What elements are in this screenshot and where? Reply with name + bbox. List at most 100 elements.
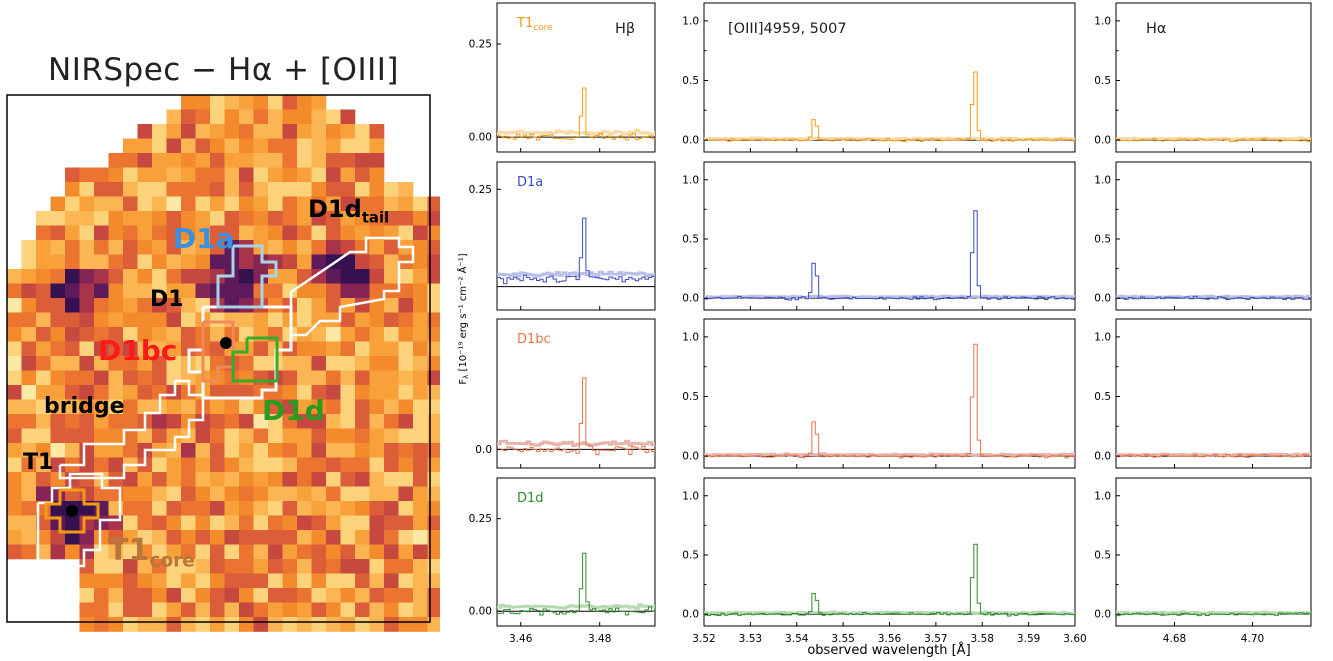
row-label-t1core: T1core — [516, 16, 553, 33]
contour-t1-white — [36, 472, 122, 568]
row-label-base: D1bc — [517, 332, 551, 347]
ytick-label: 1.0 — [682, 490, 699, 502]
faint-spectrum — [1116, 610, 1311, 615]
label-d1d-tail: D1dtail — [308, 195, 389, 226]
contour-d1a — [216, 244, 278, 309]
label-d1a-text: D1a — [173, 222, 235, 255]
label-t1-core-text: T1 — [108, 533, 149, 568]
ytick-label: 0.0 — [682, 293, 699, 305]
ytick-label: 0.5 — [1094, 233, 1111, 245]
faint-spectrum — [704, 452, 1075, 457]
ytick-label: 0.5 — [682, 75, 699, 87]
row-label-d1a: D1a — [517, 175, 543, 190]
panel-frame — [1115, 2, 1312, 153]
panel-frame — [496, 161, 656, 311]
ytick-label: 0.0 — [682, 135, 699, 147]
main-spectrum — [1116, 295, 1311, 300]
row-label-base: D1a — [517, 175, 543, 190]
ytick-label: 0.25 — [469, 513, 492, 525]
contour-d1bc-outer-white — [187, 305, 293, 400]
label-d1bc-text: D1bc — [98, 334, 177, 367]
panel-t1core-hb: 0.00 0.25 T1core Hβ — [469, 2, 656, 153]
row-label-base: T1 — [516, 16, 533, 31]
xtick-label: 3.57 — [924, 633, 947, 645]
main-spectrum — [704, 71, 1075, 143]
row-label-d1d: D1d — [517, 491, 544, 506]
panel-d1bc-ha: 0.0 0.5 1.0 — [1094, 318, 1312, 469]
ytick-label: 0.0 — [1094, 293, 1111, 305]
row-label-d1bc: D1bc — [517, 332, 551, 347]
map-title: NIRSpec − Hα + [OIII] — [48, 52, 399, 88]
panel-t1core-oiii: 0.0 0.5 1.0 [OIII]4959, 5007 — [682, 2, 1076, 153]
label-t1: T1 — [23, 450, 53, 475]
y-axis-label-sub: λ — [462, 375, 470, 379]
label-t1-core-sub: core — [149, 551, 195, 572]
ytick-label: 0.5 — [1094, 75, 1111, 87]
ytick-label: 0.0 — [1094, 135, 1111, 147]
xtick-label: 3.48 — [588, 633, 611, 645]
ytick-label: 0.5 — [682, 549, 699, 561]
ytick-label: 1.0 — [1094, 331, 1111, 343]
y-axis-label-base: F — [458, 379, 469, 385]
label-d1-text: D1 — [150, 287, 184, 312]
ytick-label: 1.0 — [1094, 15, 1111, 27]
label-d1d-tail-text: D1d — [308, 195, 362, 223]
line-label-hb: Hβ — [615, 21, 635, 37]
main-spectrum — [497, 552, 655, 616]
ytick-label: 0.5 — [682, 233, 699, 245]
map-frame — [6, 94, 431, 623]
main-spectrum — [497, 87, 655, 141]
label-t1-core: T1core — [108, 533, 195, 572]
xtick-label: 3.53 — [739, 633, 762, 645]
ytick-label: 1.0 — [682, 174, 699, 186]
xtick-label: 3.59 — [1017, 633, 1040, 645]
ytick-label: 0.0 — [475, 444, 492, 456]
label-d1d-text: D1d — [262, 394, 325, 427]
y-axis-label: Fλ [10⁻¹⁹ erg s⁻¹ cm⁻² Å⁻¹] — [456, 253, 470, 384]
main-spectrum — [704, 343, 1075, 459]
panel-frame — [703, 318, 1076, 469]
ytick-label: 1.0 — [682, 331, 699, 343]
panel-frame — [703, 161, 1076, 311]
faint-spectrum — [497, 603, 655, 610]
ytick-label: 1.0 — [1094, 490, 1111, 502]
row-label-sub: core — [533, 23, 553, 33]
faint-spectrum — [497, 439, 655, 447]
peak-dot-d1 — [220, 337, 232, 349]
xtick-label: 3.56 — [878, 633, 902, 645]
ytick-label: 0.5 — [1094, 391, 1111, 403]
ytick-label: 0.5 — [1094, 549, 1111, 561]
panel-d1bc-oiii: 0.0 0.5 1.0 — [682, 318, 1076, 469]
xtick-label: 3.58 — [971, 633, 994, 645]
ytick-label: 0.0 — [1094, 451, 1111, 463]
panel-d1a-ha: 0.0 0.5 1.0 — [1094, 161, 1312, 311]
line-label-oiii: [OIII]4959, 5007 — [728, 21, 847, 37]
panel-t1core-ha: 0.0 0.5 1.0 Hα — [1094, 2, 1312, 153]
label-d1d: D1d — [262, 394, 325, 427]
panel-d1d-hb: 0.00 0.25 3.46 3.48 D1d — [469, 477, 656, 645]
label-d1bc: D1bc — [98, 334, 177, 367]
main-spectrum — [1116, 612, 1311, 617]
ytick-label: 0.5 — [682, 391, 699, 403]
panel-frame — [496, 477, 656, 627]
ytick-label: 1.0 — [682, 15, 699, 27]
ytick-label: 0.00 — [469, 606, 492, 618]
main-spectrum — [497, 377, 655, 456]
xtick-label: 3.54 — [785, 633, 809, 645]
heatmap-cells — [7, 95, 440, 632]
ytick-label: 0.0 — [682, 609, 699, 621]
label-bridge-text: bridge — [44, 394, 125, 419]
label-bridge: bridge — [44, 394, 125, 419]
line-label-ha: Hα — [1146, 21, 1166, 37]
main-spectrum — [1116, 454, 1311, 458]
xtick-label: 3.55 — [831, 633, 854, 645]
faint-spectrum — [497, 128, 655, 136]
main-spectrum — [1116, 137, 1311, 143]
contour-bridge-white — [58, 379, 205, 480]
xtick-label: 3.60 — [1063, 633, 1086, 645]
label-d1a: D1a — [173, 222, 235, 255]
y-axis-label-units: [10⁻¹⁹ erg s⁻¹ cm⁻² Å⁻¹] — [456, 253, 469, 374]
ytick-label: 0.0 — [1094, 609, 1111, 621]
ytick-label: 0.0 — [682, 451, 699, 463]
